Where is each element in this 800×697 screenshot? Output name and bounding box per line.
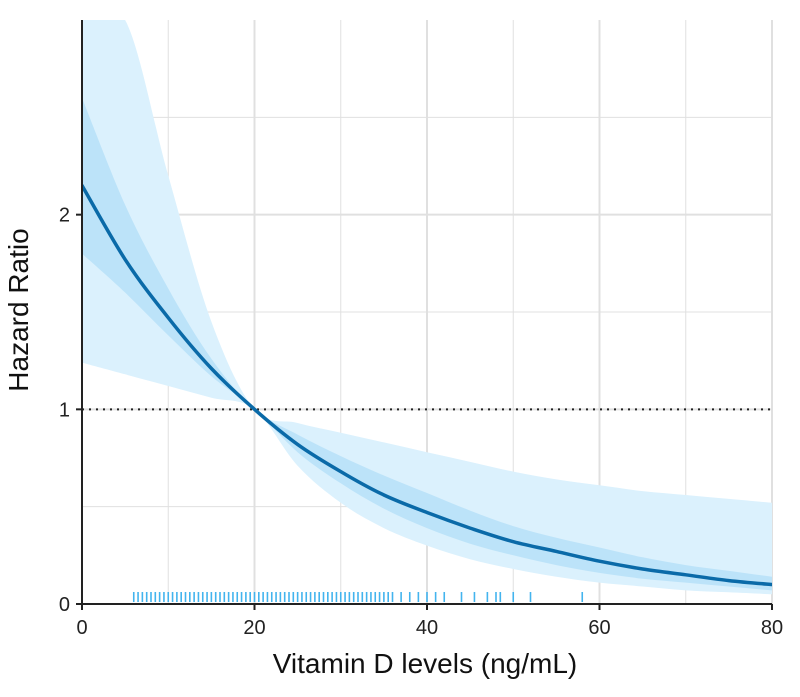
y-tick-label: 0 [59, 594, 70, 616]
tick-labels: 0 20 40 60 80 0 1 2 [59, 205, 783, 639]
x-tick-label: 0 [76, 617, 87, 639]
y-tick-label: 2 [59, 205, 70, 227]
x-tick-label: 20 [243, 617, 265, 639]
x-tick-label: 60 [588, 617, 610, 639]
series-group [82, 183, 772, 587]
rug-marks [132, 592, 584, 602]
hazard-ratio-line [82, 183, 772, 587]
y-axis-title: Hazard Ratio [3, 228, 34, 391]
y-tick-label: 1 [59, 399, 70, 421]
x-axis-title: Vitamin D levels (ng/mL) [273, 648, 577, 679]
confidence-bands [82, 20, 772, 595]
outer-confidence-band [82, 20, 772, 595]
axes [76, 20, 773, 610]
x-tick-label: 40 [416, 617, 438, 639]
x-tick-label: 80 [761, 617, 783, 639]
